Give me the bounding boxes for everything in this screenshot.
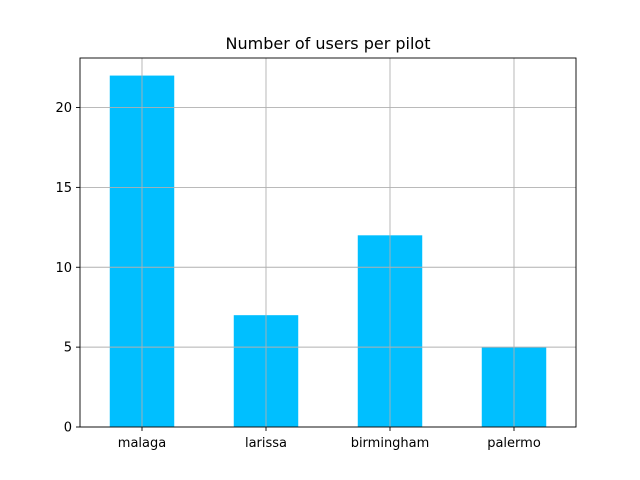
y-tick-label: 10: [55, 261, 72, 276]
x-tick-label-palermo: palermo: [487, 436, 541, 451]
y-tick-label: 20: [55, 101, 72, 116]
y-tick-label: 5: [64, 341, 72, 356]
y-axis: 0 5 10 15 20: [55, 101, 80, 436]
x-tick-label-malaga: malaga: [118, 436, 166, 451]
x-axis: malaga larissa birmingham palermo: [118, 427, 541, 451]
y-tick-label: 15: [55, 181, 72, 196]
y-tick-label: 0: [64, 421, 72, 436]
chart-title: Number of users per pilot: [226, 34, 431, 53]
x-tick-label-larissa: larissa: [245, 436, 287, 451]
plot-frame: [79, 57, 577, 428]
x-tick-label-birmingham: birmingham: [351, 436, 430, 451]
grid: [80, 58, 576, 428]
